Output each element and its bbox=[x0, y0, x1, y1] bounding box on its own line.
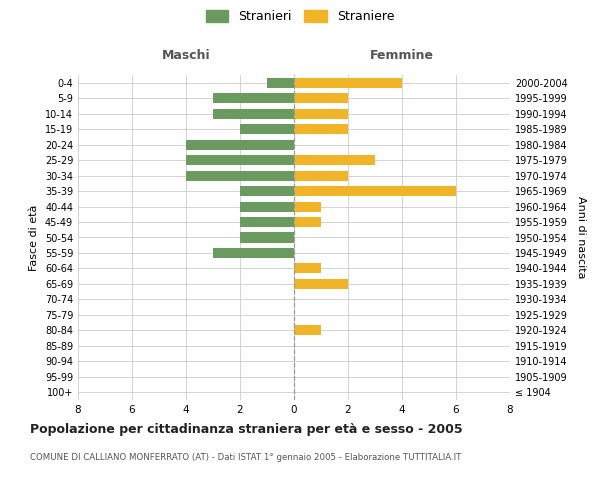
Bar bbox=[294, 93, 348, 103]
Legend: Stranieri, Straniere: Stranieri, Straniere bbox=[203, 7, 397, 26]
Bar bbox=[213, 248, 294, 258]
Bar bbox=[240, 186, 294, 196]
Bar bbox=[294, 326, 321, 336]
Bar bbox=[294, 108, 348, 118]
Bar bbox=[186, 155, 294, 165]
Bar bbox=[186, 140, 294, 149]
Bar bbox=[240, 202, 294, 211]
Bar bbox=[294, 186, 456, 196]
Bar bbox=[294, 155, 375, 165]
Text: COMUNE DI CALLIANO MONFERRATO (AT) - Dati ISTAT 1° gennaio 2005 - Elaborazione T: COMUNE DI CALLIANO MONFERRATO (AT) - Dat… bbox=[30, 452, 461, 462]
Bar bbox=[213, 108, 294, 118]
Bar bbox=[294, 124, 348, 134]
Bar bbox=[294, 264, 321, 274]
Bar bbox=[267, 78, 294, 88]
Bar bbox=[294, 217, 321, 227]
Bar bbox=[294, 202, 321, 211]
Y-axis label: Fasce di età: Fasce di età bbox=[29, 204, 39, 270]
Bar bbox=[294, 279, 348, 289]
Bar bbox=[240, 232, 294, 242]
Bar bbox=[294, 170, 348, 180]
Bar bbox=[240, 217, 294, 227]
Bar bbox=[186, 170, 294, 180]
Text: Maschi: Maschi bbox=[161, 50, 211, 62]
Bar bbox=[240, 124, 294, 134]
Bar bbox=[294, 78, 402, 88]
Text: Popolazione per cittadinanza straniera per età e sesso - 2005: Popolazione per cittadinanza straniera p… bbox=[30, 422, 463, 436]
Text: Femmine: Femmine bbox=[370, 50, 434, 62]
Y-axis label: Anni di nascita: Anni di nascita bbox=[576, 196, 586, 279]
Bar bbox=[213, 93, 294, 103]
